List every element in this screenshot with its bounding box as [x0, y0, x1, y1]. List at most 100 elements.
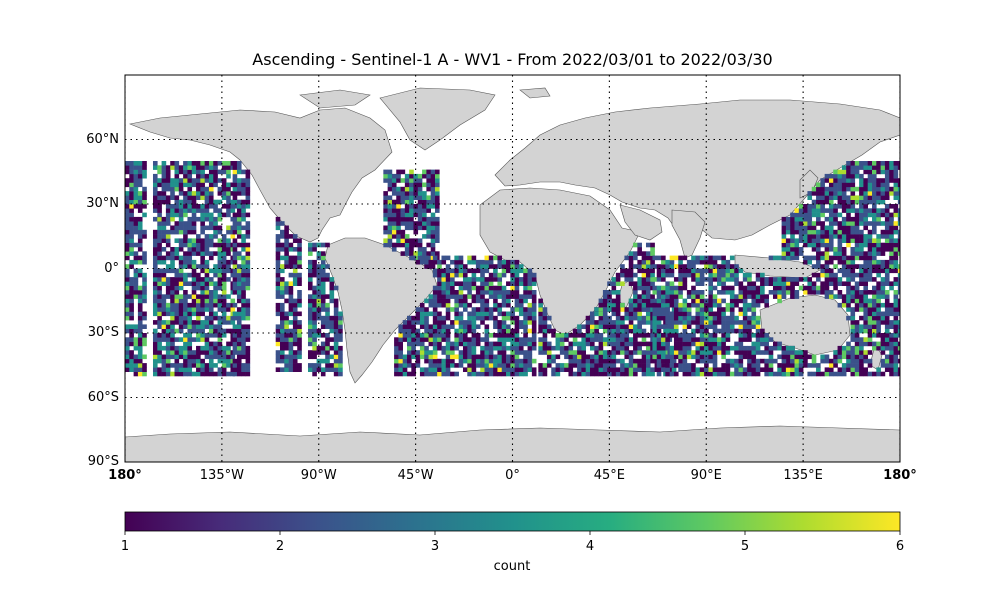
count-cell	[594, 324, 599, 329]
count-cell	[841, 195, 847, 200]
count-cell	[435, 178, 440, 183]
count-cell	[721, 337, 726, 342]
count-cell	[781, 238, 787, 243]
count-cell	[125, 294, 130, 299]
count-cell	[686, 350, 692, 355]
count-cell	[484, 302, 490, 308]
count-cell	[204, 350, 210, 355]
count-cell	[430, 178, 436, 183]
count-cell	[510, 328, 515, 334]
count-cell	[417, 182, 423, 188]
count-cell	[458, 255, 464, 261]
count-cell	[514, 337, 520, 342]
count-cell	[396, 225, 401, 231]
count-cell	[837, 238, 843, 243]
count-cell	[387, 182, 393, 188]
count-cell	[394, 341, 399, 347]
count-cell	[708, 268, 714, 274]
count-cell	[841, 221, 847, 226]
count-cell	[538, 311, 543, 317]
count-cell	[876, 345, 881, 351]
count-cell	[208, 311, 214, 317]
count-cell	[497, 367, 503, 372]
count-cell	[712, 268, 718, 274]
count-cell	[383, 208, 388, 213]
count-cell	[876, 264, 881, 269]
count-cell	[288, 337, 294, 342]
count-cell	[768, 350, 774, 355]
count-cell	[768, 354, 774, 360]
count-cell	[803, 229, 808, 235]
count-cell	[880, 350, 886, 355]
count-cell	[790, 247, 795, 252]
count-cell	[338, 324, 343, 329]
count-cell	[872, 298, 877, 304]
count-cell	[777, 363, 782, 368]
count-cell	[893, 294, 899, 299]
count-cell	[232, 212, 238, 218]
count-cell	[527, 272, 533, 278]
count-cell	[170, 281, 175, 286]
count-cell	[396, 212, 401, 218]
count-cell	[325, 277, 330, 282]
count-cell	[889, 354, 894, 360]
count-cell	[682, 358, 688, 364]
count-cell	[170, 208, 175, 213]
count-cell	[183, 311, 188, 317]
count-cell	[867, 173, 873, 179]
count-cell	[217, 225, 223, 231]
count-cell	[187, 191, 193, 196]
count-cell	[204, 272, 210, 278]
count-cell	[650, 358, 655, 364]
count-cell	[803, 238, 808, 243]
count-cell	[863, 169, 869, 175]
count-cell	[531, 337, 537, 342]
count-cell	[876, 328, 881, 334]
count-cell	[396, 221, 401, 226]
count-cell	[142, 204, 147, 209]
count-cell	[183, 173, 188, 179]
count-cell	[527, 337, 533, 342]
count-cell	[889, 264, 894, 269]
count-cell	[538, 341, 543, 347]
count-cell	[183, 315, 188, 321]
count-cell	[695, 358, 701, 364]
count-cell	[833, 208, 838, 213]
count-cell	[419, 307, 425, 312]
count-cell	[137, 350, 143, 355]
count-cell	[325, 363, 330, 368]
count-cell	[820, 229, 825, 235]
count-cell	[204, 298, 210, 304]
count-cell	[402, 371, 408, 377]
count-cell	[546, 315, 552, 321]
count-cell	[581, 358, 586, 364]
count-cell	[523, 277, 528, 282]
count-cell	[187, 367, 193, 372]
count-cell	[747, 354, 752, 360]
count-cell	[859, 363, 864, 368]
count-cell	[846, 264, 851, 269]
count-cell	[590, 315, 595, 321]
count-cell	[721, 285, 726, 291]
count-cell	[284, 320, 289, 325]
count-cell	[480, 358, 485, 364]
count-cell	[661, 285, 666, 291]
count-cell	[435, 199, 440, 205]
count-cell	[798, 367, 804, 372]
count-cell	[628, 328, 634, 334]
count-cell	[755, 285, 761, 291]
count-cell	[493, 255, 498, 261]
count-cell	[204, 234, 210, 239]
count-cell	[725, 328, 731, 334]
count-cell	[559, 363, 565, 368]
count-cell	[527, 294, 533, 299]
count-cell	[781, 221, 787, 226]
count-cell	[454, 328, 459, 334]
count-cell	[876, 320, 881, 325]
count-cell	[798, 247, 804, 252]
lat-tick-label: 90°S	[87, 454, 119, 469]
count-cell	[854, 354, 860, 360]
count-cell	[841, 298, 847, 304]
count-cell	[217, 285, 223, 291]
count-cell	[734, 272, 739, 278]
